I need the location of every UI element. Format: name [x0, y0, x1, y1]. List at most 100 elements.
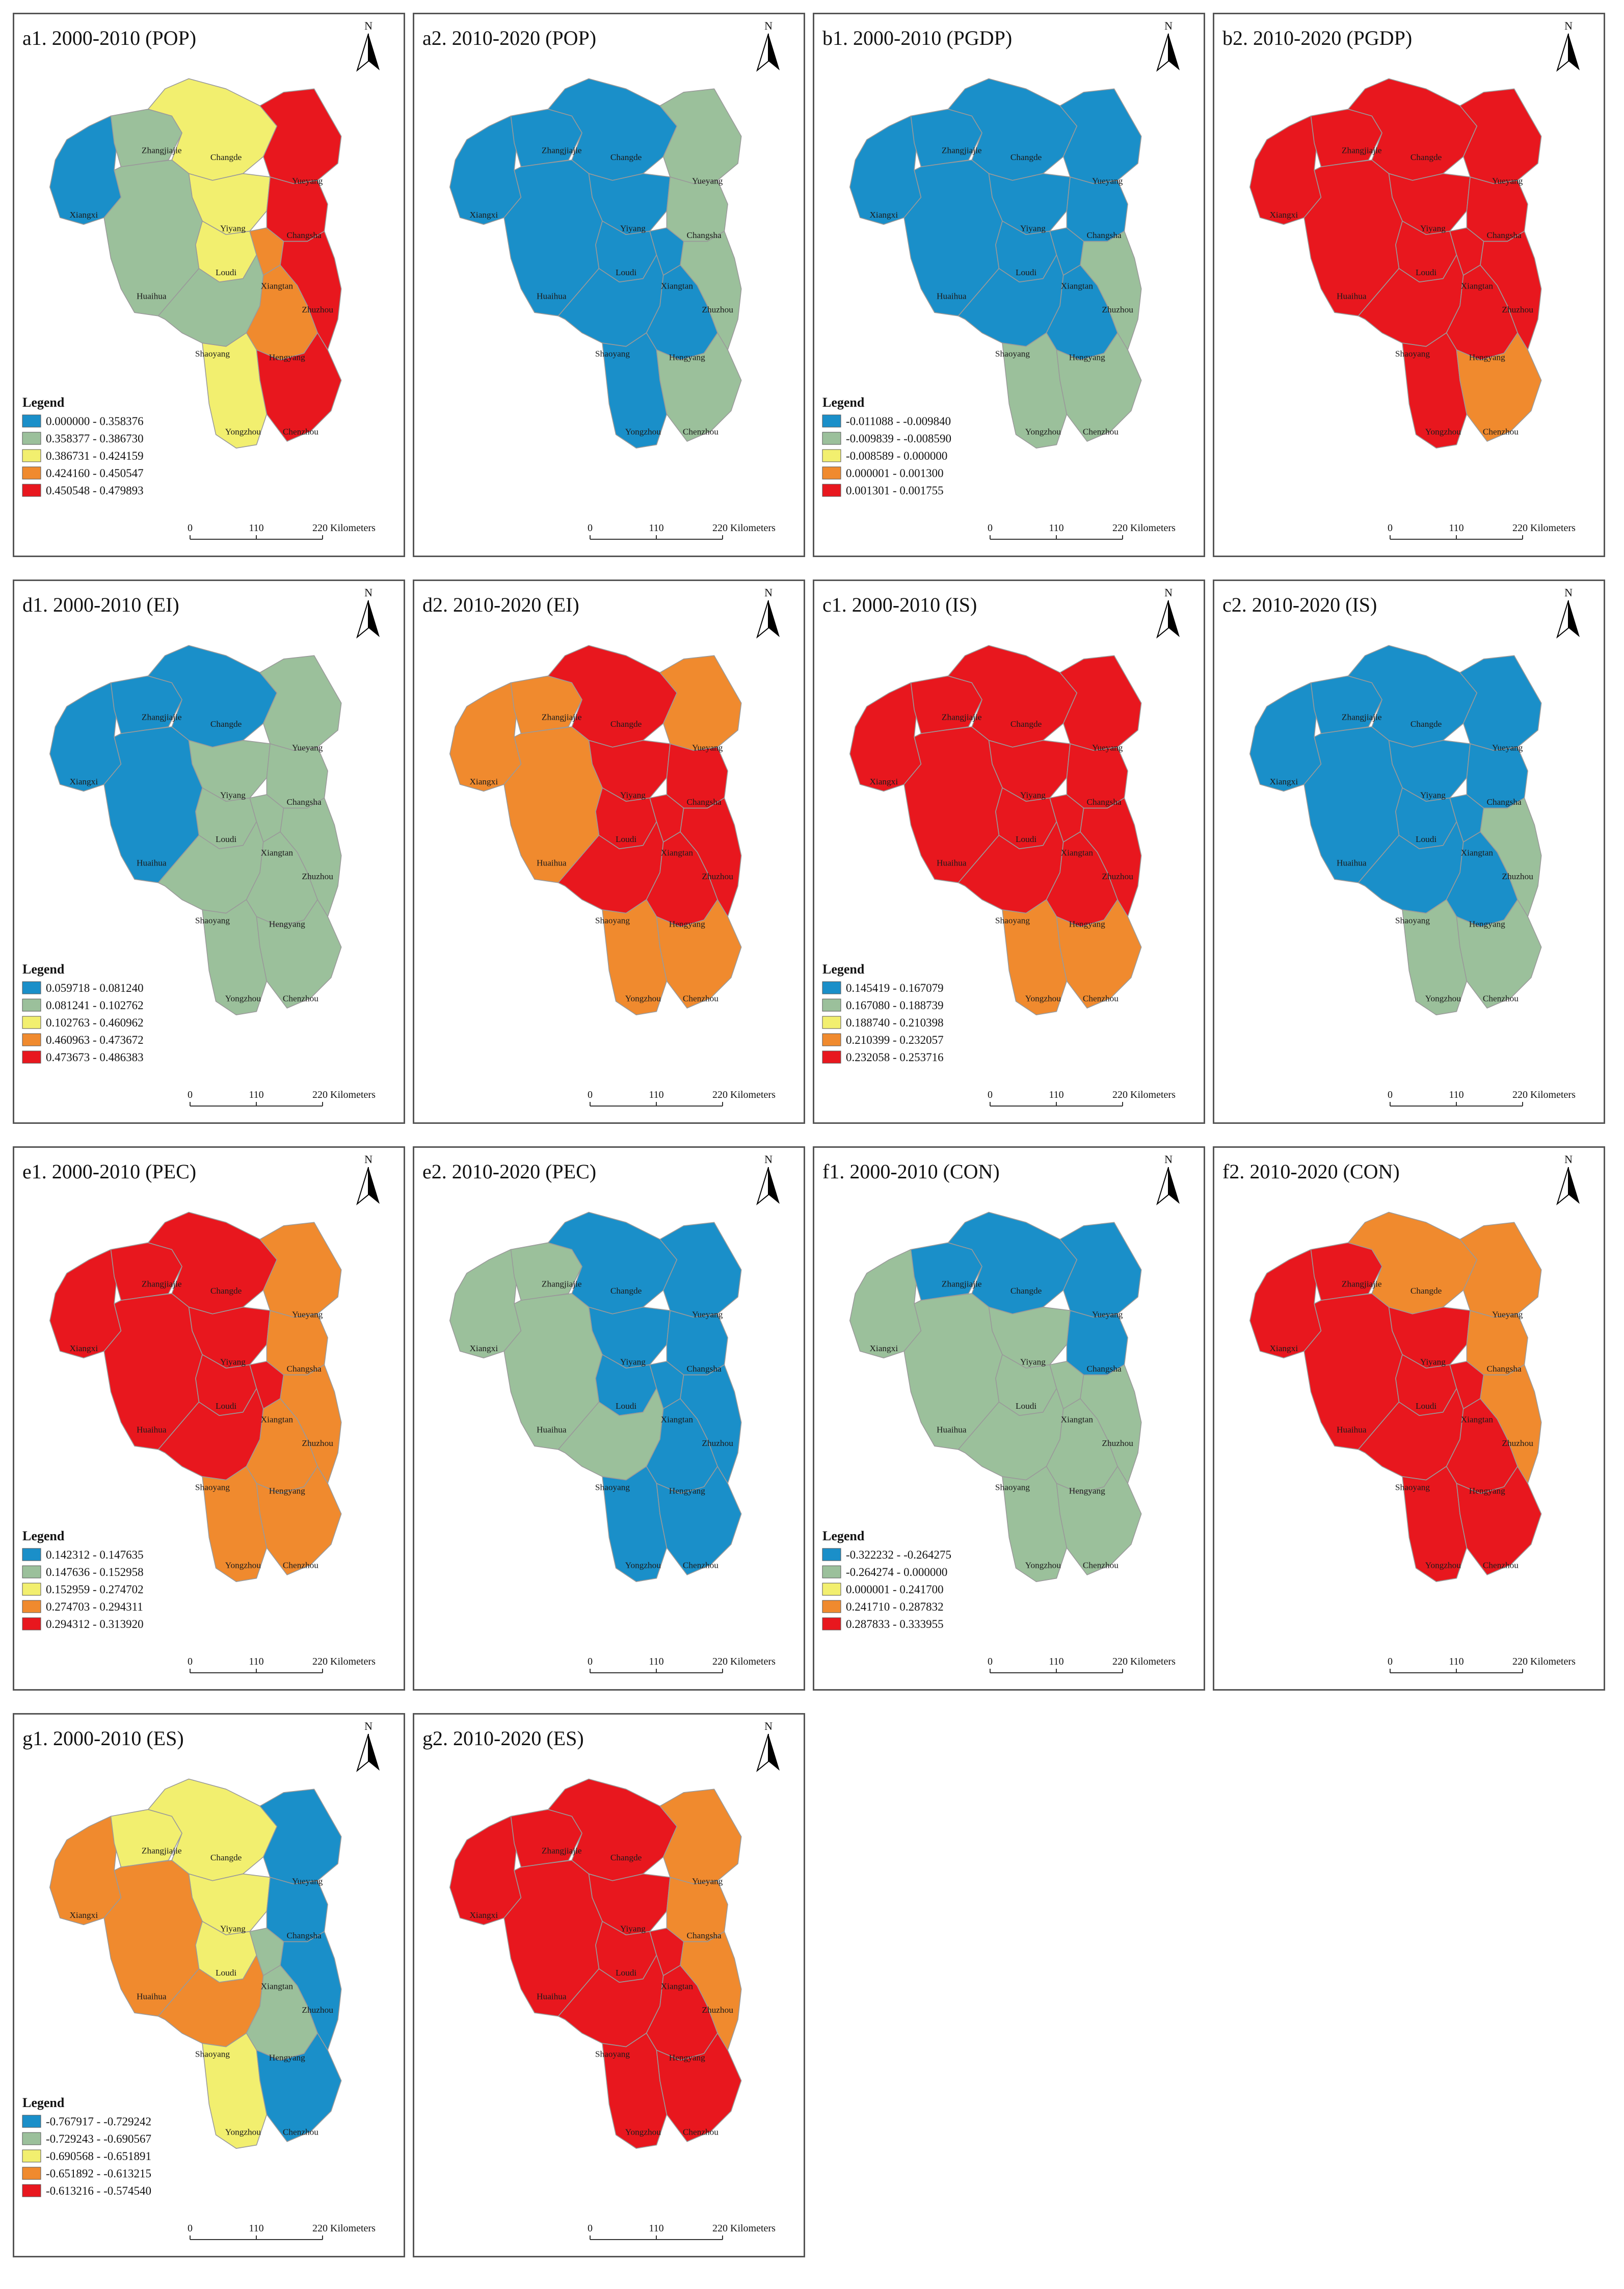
region-label: Xiangxi	[1269, 777, 1298, 786]
region-chenzhou	[1056, 332, 1142, 442]
region-yongzhou	[1402, 1466, 1468, 1582]
svg-text:N: N	[1564, 586, 1573, 599]
hunan-map: Xiangxi Zhangjiajie Changde Yueyang Yiyang Ch…	[49, 645, 342, 1015]
region-label: Hengyang	[669, 919, 705, 929]
hunan-map: Xiangxi Zhangjiajie Changde Yueyang Yiyang Ch…	[449, 645, 742, 1015]
region-label: Changde	[610, 1853, 642, 1862]
region-label: Changde	[210, 1286, 242, 1296]
legend-entry: 0.287833 - 0.333955	[846, 1618, 944, 1630]
region-label: Yiyang	[1420, 791, 1446, 800]
region-label: Xiangxi	[469, 1910, 498, 1920]
hunan-map: Xiangxi Zhangjiajie Changde Yueyang Yiyang Ch…	[49, 1778, 342, 2149]
region-label: Zhangjiajie	[942, 1279, 982, 1289]
region-yueyang	[1459, 1222, 1542, 1318]
region-xiangxi	[849, 682, 922, 792]
map-canvas: g2. 2010-2020 (ES) N Xiangxi Zhangjiajie Cha…	[422, 1720, 780, 2240]
legend-entry: 0.424160 - 0.450547	[46, 467, 144, 480]
scale-label: 110	[1049, 1656, 1063, 1667]
region-label: Changsha	[286, 230, 321, 240]
region-label: Yongzhou	[1425, 427, 1461, 437]
region-label: Yueyang	[1492, 1310, 1523, 1320]
region-label: Yongzhou	[225, 2127, 261, 2137]
region-label: Zhuzhou	[702, 1438, 733, 1448]
region-label: Changde	[1010, 719, 1042, 729]
north-arrow-icon: N	[756, 19, 780, 72]
region-label: Zhuzhou	[1502, 1438, 1533, 1448]
panel-title: e1. 2000-2010 (PEC)	[22, 1160, 196, 1183]
region-chenzhou	[1456, 1466, 1542, 1575]
region-chenzhou	[1456, 332, 1542, 442]
region-label: Xiangxi	[69, 777, 98, 786]
region-label: Chenzhou	[283, 427, 318, 437]
region-label: Huaihua	[137, 292, 167, 301]
region-yongzhou	[602, 1466, 668, 1582]
scale-label: 110	[249, 522, 263, 534]
svg-text:N: N	[764, 19, 773, 32]
panel-title: c2. 2010-2020 (IS)	[1222, 593, 1377, 616]
region-label: Zhuzhou	[702, 2005, 733, 2015]
scale-label: 110	[249, 1089, 263, 1100]
scale-label: 0	[188, 522, 193, 534]
legend-swatch	[822, 998, 841, 1012]
region-changde	[547, 1212, 678, 1314]
legend-swatch	[22, 2132, 41, 2145]
hunan-map: Xiangxi Zhangjiajie Changde Yueyang Yiyang Ch…	[1249, 645, 1542, 1015]
region-label: Zhuzhou	[1102, 305, 1133, 314]
region-label: Xiangxi	[869, 777, 898, 786]
region-yueyang	[1459, 655, 1542, 751]
legend: Legend 0.059718 - 0.081240 0.081241 - 0.10…	[22, 962, 144, 1064]
legend: Legend 0.145419 - 0.167079 0.167080 - 0.18…	[822, 962, 944, 1064]
region-label: Loudi	[216, 834, 236, 844]
region-label: Changsha	[1086, 797, 1121, 807]
legend-swatch	[22, 2149, 41, 2163]
svg-text:N: N	[1564, 1153, 1573, 1166]
svg-text:N: N	[364, 19, 372, 32]
region-label: Huaihua	[137, 1425, 167, 1435]
region-label: Shaoyang	[595, 916, 630, 926]
map-panel-g2: g2. 2010-2020 (ES) N Xiangxi Zhangjiajie Cha…	[413, 1713, 805, 2257]
region-label: Hengyang	[269, 919, 305, 929]
region-chenzhou	[1456, 899, 1542, 1009]
region-zhangjiajie	[1310, 675, 1382, 734]
svg-text:N: N	[364, 1153, 372, 1166]
region-yueyang	[1059, 88, 1142, 185]
scale-label: 220 Kilometers	[1512, 1089, 1576, 1100]
map-canvas: c2. 2010-2020 (IS) N Xiangxi Zhangjiajie Cha…	[1222, 586, 1580, 1107]
scale-label: 0	[188, 1089, 193, 1100]
region-label: Changsha	[686, 1931, 721, 1940]
legend-entry: 0.358377 - 0.386730	[46, 432, 144, 445]
region-label: Changde	[1410, 1286, 1442, 1296]
region-label: Chenzhou	[683, 1561, 718, 1570]
region-label: Zhuzhou	[702, 872, 733, 881]
region-yongzhou	[602, 899, 668, 1015]
region-label: Chenzhou	[683, 427, 718, 437]
scale-bar: 0 110 220 Kilometers	[988, 1656, 1176, 1673]
legend-swatch	[22, 981, 41, 994]
map-panel-e2: e2. 2010-2020 (PEC) N Xiangxi Zhangjiajie Ch…	[413, 1146, 805, 1691]
region-label: Loudi	[216, 268, 236, 277]
map-panel-b2: b2. 2010-2020 (PGDP) N Xiangxi Zhangjiajie C…	[1213, 13, 1605, 557]
region-label: Shaoyang	[195, 2049, 230, 2059]
region-xiangxi	[49, 682, 122, 792]
map-panel-c1: c1. 2000-2010 (IS) N Xiangxi Zhangjiajie Cha…	[813, 580, 1205, 1124]
legend-entry: -0.264274 - 0.000000	[846, 1566, 947, 1578]
north-arrow-icon: N	[356, 1153, 380, 1205]
map-panel-a1: a1. 2000-2010 (POP) N Xiangxi Zhangjiajie Ch…	[13, 13, 405, 557]
scale-label: 0	[1388, 1656, 1393, 1667]
region-chenzhou	[1056, 899, 1142, 1009]
scale-label: 0	[188, 2223, 193, 2234]
region-label: Loudi	[616, 268, 636, 277]
scale-label: 0	[988, 522, 993, 534]
scale-label: 110	[1049, 1089, 1063, 1100]
region-yueyang	[659, 1222, 742, 1318]
panel-title: g2. 2010-2020 (ES)	[422, 1727, 584, 1750]
region-changde	[147, 1212, 278, 1314]
region-label: Huaihua	[1337, 1425, 1367, 1435]
legend: Legend -0.767917 - -0.729242 -0.729243 - -…	[22, 2095, 151, 2197]
region-label: Xiangxi	[1269, 1344, 1298, 1353]
region-label: Zhangjiajie	[942, 713, 982, 722]
legend-entry: -0.011088 - -0.009840	[846, 415, 951, 428]
legend-swatch	[22, 484, 41, 497]
region-label: Loudi	[1416, 268, 1436, 277]
region-label: Hengyang	[269, 2053, 305, 2062]
